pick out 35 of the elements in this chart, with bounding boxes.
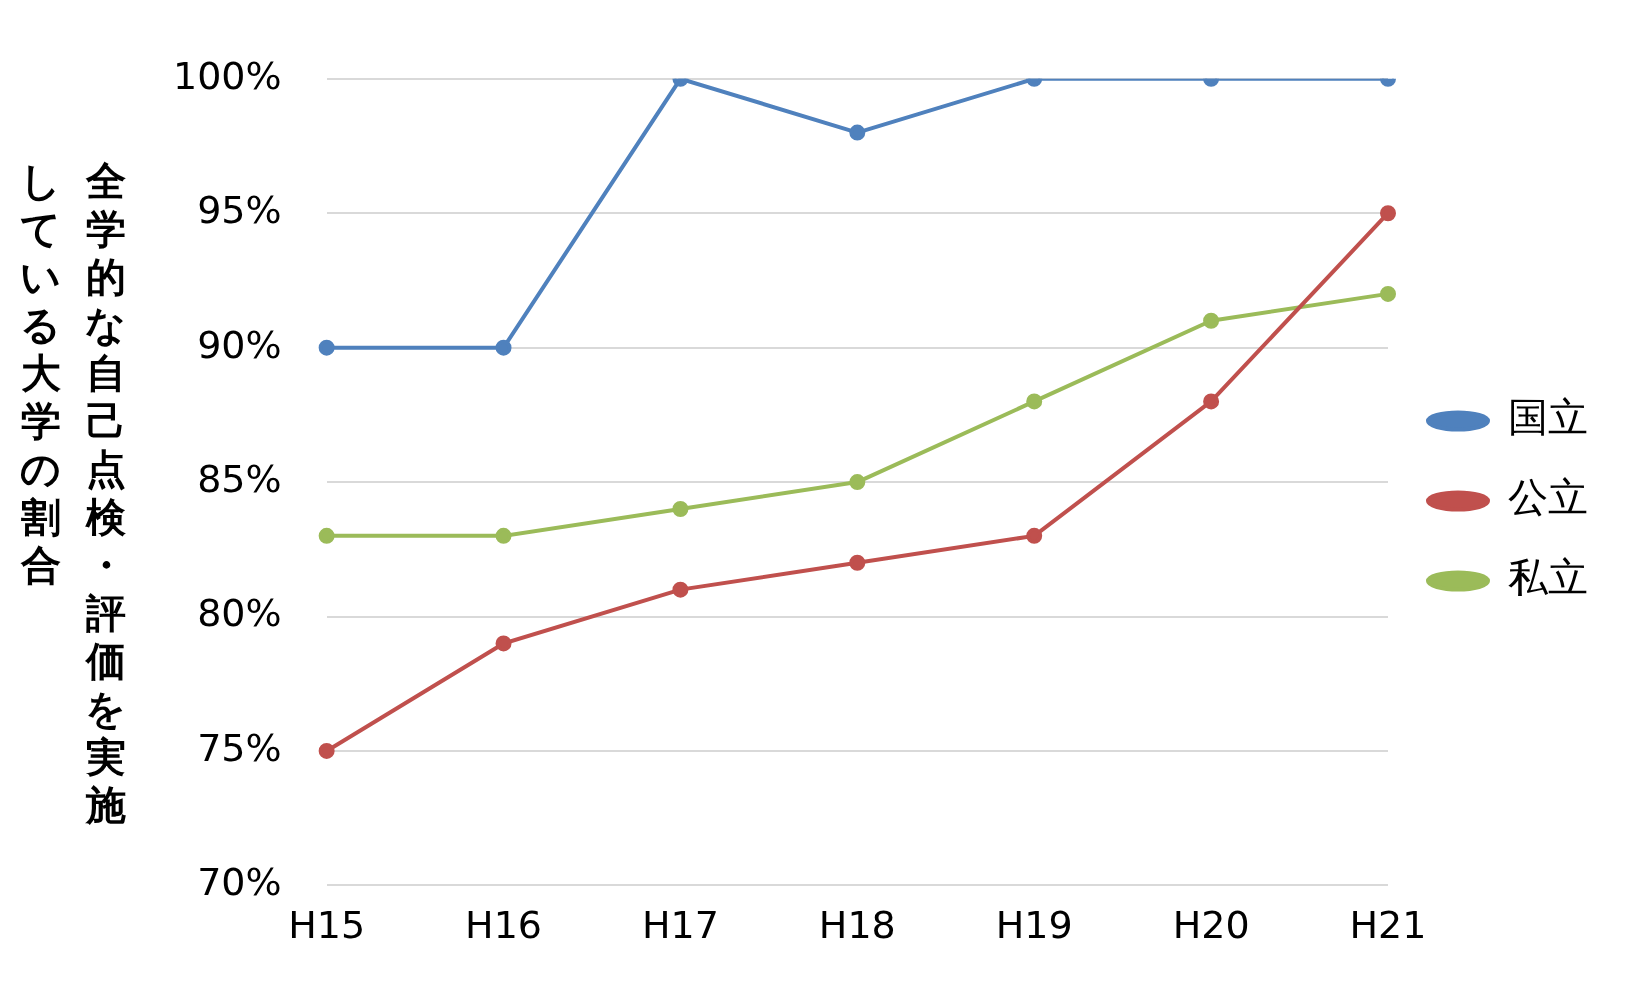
point bbox=[318, 339, 335, 356]
point bbox=[1026, 392, 1043, 409]
y-tick-label: 90% bbox=[197, 322, 282, 367]
point bbox=[1026, 527, 1043, 544]
point bbox=[672, 500, 689, 517]
y-tick-label: 70% bbox=[197, 859, 282, 904]
point bbox=[495, 527, 512, 544]
text: 全学的な自己点検・評価を実施している大学の割合 bbox=[20, 158, 126, 828]
x-tick-label: H19 bbox=[995, 902, 1073, 947]
point bbox=[672, 581, 689, 598]
x-tick-label: H15 bbox=[288, 902, 366, 947]
point bbox=[849, 473, 866, 490]
y-tick-label: 85% bbox=[197, 456, 282, 501]
point bbox=[849, 124, 866, 141]
point bbox=[495, 339, 512, 356]
x-tick-label: H16 bbox=[465, 902, 542, 947]
legend-label: 公立 bbox=[1508, 473, 1588, 520]
point bbox=[495, 634, 512, 651]
x-tick-label: H21 bbox=[1349, 902, 1427, 947]
point bbox=[1380, 204, 1396, 221]
x-tick-label: H18 bbox=[818, 902, 896, 947]
point bbox=[1203, 392, 1220, 409]
x-tick-label: H20 bbox=[1172, 902, 1250, 947]
y-tick-label: 75% bbox=[197, 725, 282, 770]
point bbox=[849, 554, 866, 571]
point bbox=[318, 742, 335, 759]
y-tick-label: 95% bbox=[197, 187, 282, 232]
point bbox=[1203, 312, 1220, 329]
x-tick-label: H17 bbox=[641, 902, 719, 947]
legend-label: 国立 bbox=[1508, 393, 1588, 440]
y-tick-label: 100% bbox=[173, 53, 282, 98]
point bbox=[1380, 285, 1396, 302]
point bbox=[318, 527, 335, 544]
legend-label: 私立 bbox=[1508, 553, 1588, 600]
y-tick-label: 80% bbox=[197, 590, 282, 635]
